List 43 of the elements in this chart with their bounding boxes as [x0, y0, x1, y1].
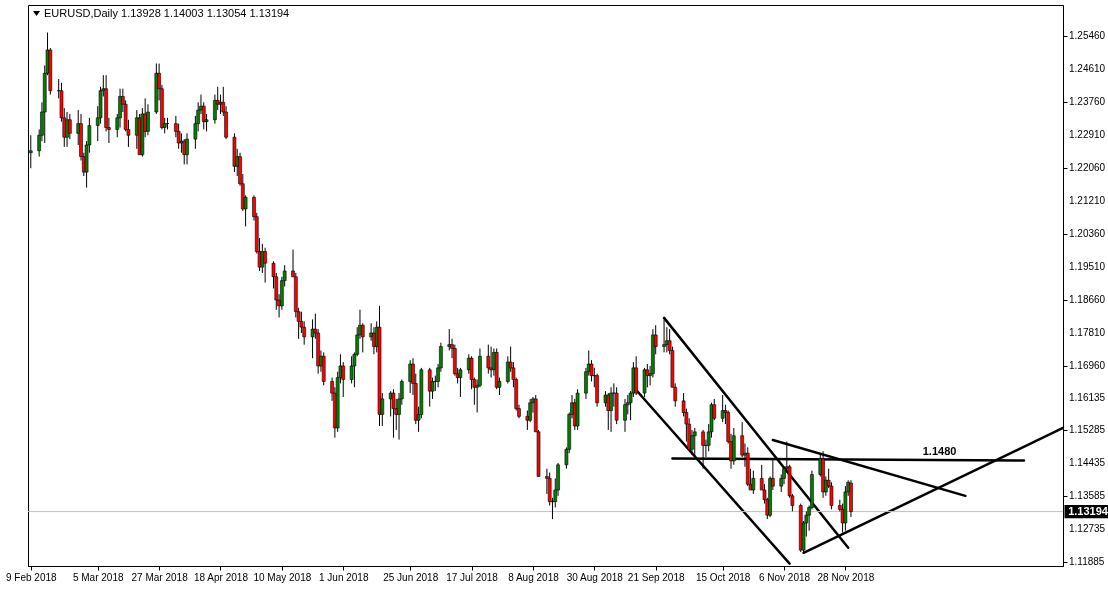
ref-line-label: 1.13194	[1068, 504, 1108, 517]
y-tick-label: 1.22910	[1069, 128, 1106, 140]
y-tick-label: 1.13585	[1069, 490, 1106, 502]
candlestick	[185, 132, 189, 165]
x-tick-label: 1 Jun 2018	[318, 571, 369, 583]
x-tick-label: 5 Mar 2018	[72, 571, 124, 583]
candlestick	[263, 247, 267, 284]
candlestick	[623, 398, 627, 433]
candlestick	[489, 346, 493, 379]
x-tick-label: 17 Jul 2018	[446, 571, 499, 583]
candlestick	[486, 344, 491, 375]
x-tick-label: 21 Sep 2018	[627, 571, 685, 583]
candlestick	[218, 94, 223, 115]
x-tick-label: 8 Aug 2018	[508, 571, 560, 583]
x-tick-label: 28 Nov 2018	[817, 571, 875, 583]
chart-title: EURUSD,Daily 1.13928 1.14003 1.13054 1.13194	[44, 7, 290, 19]
candlestick	[179, 132, 184, 154]
candlestick	[349, 355, 354, 384]
series-label: 1.1480	[922, 445, 957, 458]
y-tick-label: 1.20360	[1069, 227, 1106, 239]
y-tick-label: 1.22060	[1069, 161, 1106, 173]
y-tick-label: 1.14435	[1069, 457, 1106, 469]
x-tick-label: 30 Aug 2018	[566, 571, 624, 583]
y-tick-label: 1.23760	[1069, 95, 1106, 107]
y-tick-label: 1.21210	[1069, 194, 1106, 206]
y-tick-label: 1.24610	[1069, 62, 1106, 74]
y-tick-label: 1.15285	[1069, 424, 1106, 436]
y-tick-label: 1.16135	[1069, 391, 1106, 403]
x-tick-label: 10 May 2018	[253, 571, 312, 583]
y-tick-label: 1.11885	[1069, 556, 1105, 568]
x-tick-label: 27 Mar 2018	[131, 571, 189, 583]
y-tick-label: 1.25460	[1069, 30, 1106, 42]
x-tick-label: 15 Oct 2018	[695, 571, 751, 583]
y-tick-label: 1.16960	[1069, 359, 1106, 371]
y-tick-label: 1.18660	[1069, 293, 1106, 305]
candlestick	[65, 111, 69, 148]
x-tick-label: 6 Nov 2018	[758, 571, 811, 583]
x-tick-label: 18 Apr 2018	[194, 571, 249, 583]
y-tick-label: 1.19510	[1069, 260, 1106, 272]
x-tick-label: 25 Jun 2018	[383, 571, 439, 583]
x-tick-label: 9 Feb 2018	[5, 571, 58, 583]
y-tick-label: 1.12735	[1069, 523, 1106, 535]
y-tick-label: 1.17810	[1069, 326, 1106, 338]
